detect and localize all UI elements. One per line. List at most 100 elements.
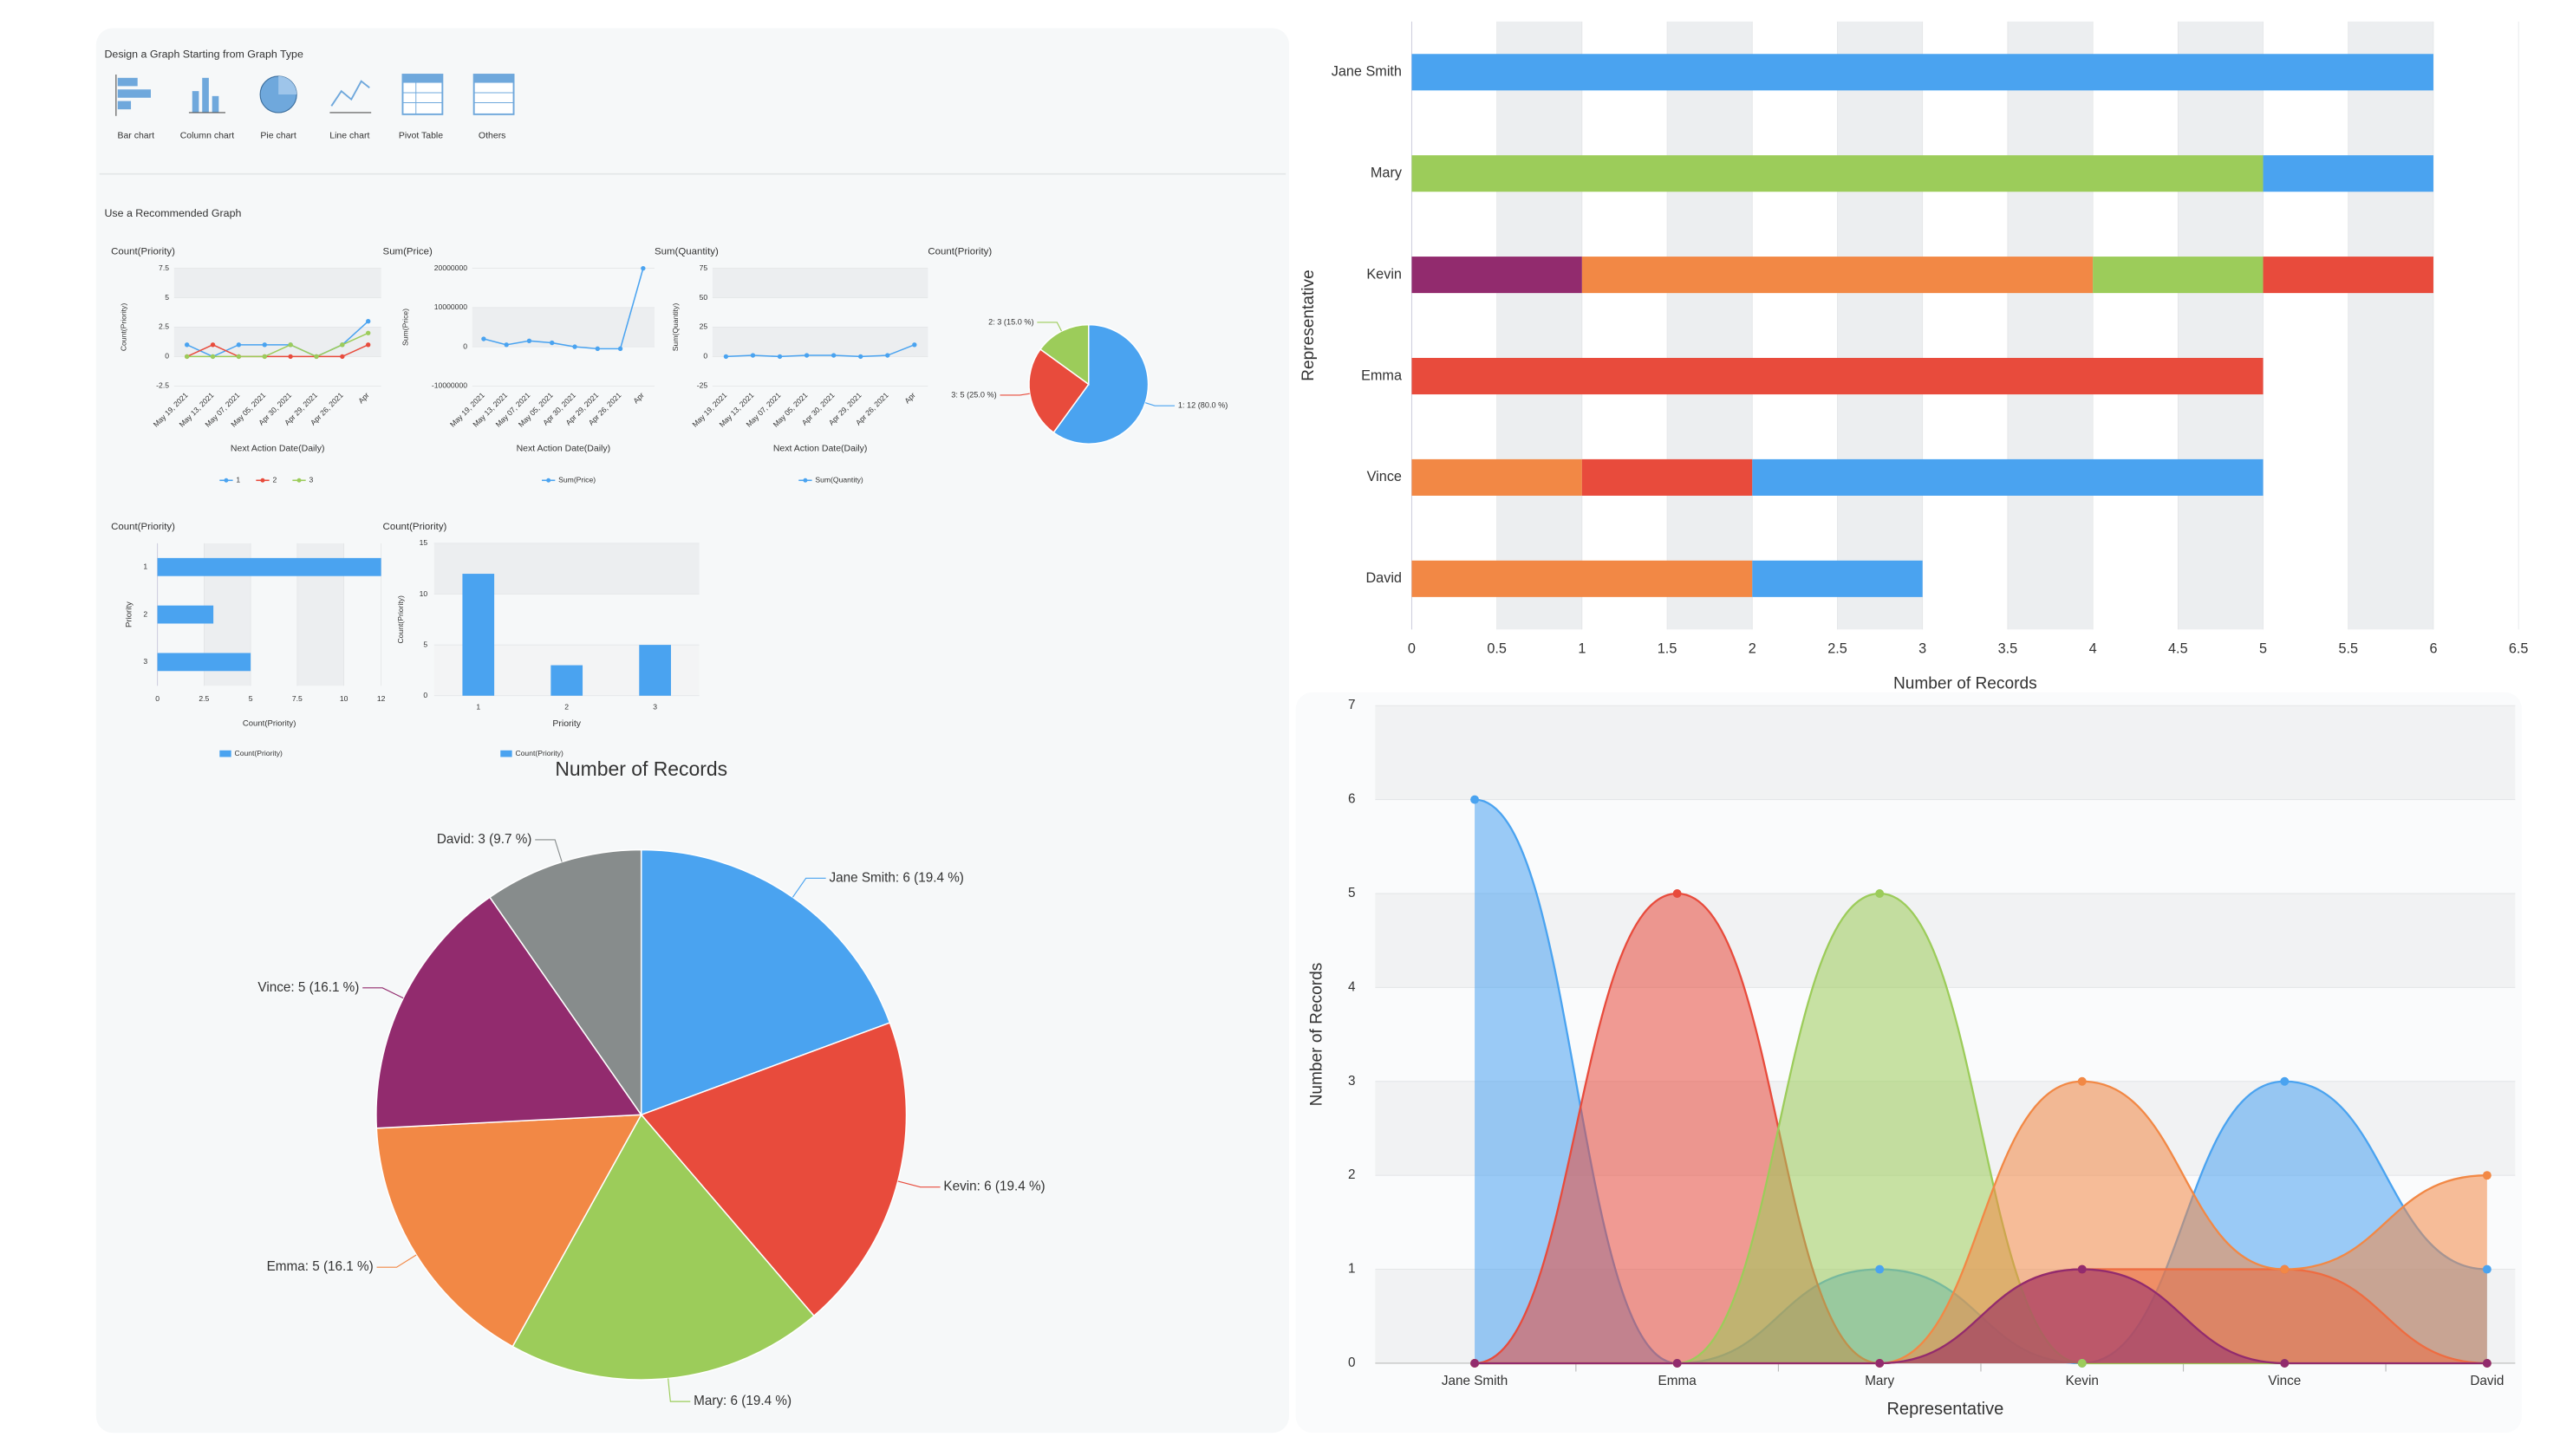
point	[2482, 1264, 2492, 1274]
line-icon[interactable]	[329, 80, 372, 114]
area-fill	[1475, 893, 2487, 1363]
type-label[interactable]: Bar chart	[117, 131, 154, 141]
y-axis-title: Representative	[1300, 270, 1318, 381]
bar	[1411, 54, 2433, 91]
x-tick-label: 0	[1408, 641, 1416, 657]
pie-slice	[511, 1113, 815, 1381]
section-title: Use a Recommended Graph	[104, 207, 241, 219]
connector	[1000, 393, 1030, 396]
x-axis-title: Priority	[552, 718, 581, 729]
connector	[362, 987, 404, 999]
point	[366, 319, 371, 324]
point	[2280, 1076, 2290, 1086]
point	[2482, 1359, 2492, 1368]
y-tick-label: 2	[143, 609, 147, 618]
bar	[2263, 155, 2433, 192]
plot-band	[1667, 21, 1753, 630]
y-tick-label: Kevin	[1366, 266, 1402, 282]
type-label[interactable]: Others	[479, 131, 506, 141]
y-tick-label: 1	[143, 562, 147, 571]
point	[340, 354, 345, 360]
bar	[1581, 458, 1753, 496]
y-tick-label: 5	[1348, 886, 1356, 900]
connector	[1037, 322, 1063, 332]
connector	[897, 1180, 941, 1188]
legend-dot	[296, 478, 302, 483]
bar	[1411, 257, 1582, 294]
y-tick-label: Vince	[1367, 469, 1402, 484]
chart-title: Sum(Price)	[383, 247, 433, 257]
legend-dot	[224, 478, 229, 483]
others-icon[interactable]	[472, 74, 515, 115]
y-tick-label: 0	[165, 352, 169, 361]
plot-band	[472, 307, 655, 348]
pie-slice	[488, 848, 642, 1117]
type-label[interactable]: Line chart	[329, 131, 369, 141]
x-tick-label: 2.5	[1827, 641, 1847, 657]
x-tick-label: 6.5	[2509, 641, 2529, 657]
column-icon[interactable]	[188, 77, 225, 114]
connector	[668, 1378, 691, 1402]
plot-band	[1375, 893, 2516, 988]
y-tick-label: 6	[1348, 792, 1356, 807]
point	[2077, 1359, 2087, 1368]
point	[210, 354, 216, 360]
point	[617, 346, 623, 352]
y-tick-label: -10000000	[432, 381, 467, 390]
bar	[1411, 155, 2264, 192]
pie-slice	[640, 848, 891, 1116]
x-tick-label: 0.5	[1487, 641, 1507, 657]
plot-band	[712, 268, 928, 298]
section-title: Design a Graph Starting from Graph Type	[104, 48, 303, 60]
bar	[157, 653, 251, 672]
point	[366, 342, 371, 348]
point	[1875, 889, 1885, 898]
y-tick-label: Emma	[1361, 367, 1403, 383]
point	[831, 353, 837, 358]
x-tick-label: 5	[249, 694, 253, 703]
point	[481, 336, 486, 341]
legend-swatch	[219, 750, 231, 757]
bar	[1411, 560, 1753, 597]
point	[314, 354, 319, 360]
plot-band	[173, 327, 381, 357]
pie-icon[interactable]	[259, 75, 297, 114]
bar	[157, 557, 381, 576]
connector	[535, 839, 563, 862]
y-tick-label: 15	[420, 538, 428, 547]
y-tick-label: 5	[423, 640, 427, 648]
legend-label: 1	[236, 476, 240, 484]
y-axis-title: Priority	[125, 601, 134, 627]
connector	[1145, 402, 1176, 406]
x-tick-label: 1	[476, 702, 480, 711]
slice-label: 1: 12 (80.0 %)	[1178, 401, 1228, 410]
plot-band	[2348, 21, 2433, 630]
point	[504, 342, 509, 348]
bar-icon[interactable]	[115, 75, 151, 116]
y-tick-label: 3	[143, 657, 147, 666]
type-label[interactable]: Column chart	[180, 131, 235, 141]
legend-label: Sum(Quantity)	[815, 476, 863, 484]
type-label[interactable]: Pie chart	[260, 131, 296, 141]
pivot-icon[interactable]	[401, 74, 444, 115]
pie-slice	[1052, 323, 1150, 445]
chart-title: Count(Priority)	[111, 522, 175, 532]
type-label[interactable]: Pivot Table	[399, 131, 443, 141]
area-fill	[1475, 1081, 2487, 1363]
y-tick-label: 0	[463, 341, 467, 350]
point	[1875, 1264, 1885, 1274]
y-tick-label: 10000000	[434, 302, 467, 311]
plot-band	[1375, 705, 2516, 800]
legend-swatch	[500, 750, 512, 757]
point	[550, 340, 555, 346]
y-tick-label: David	[1365, 570, 1402, 586]
y-tick-label: 25	[700, 322, 708, 331]
bar	[1752, 458, 2264, 496]
plot-band	[173, 268, 381, 298]
pie-slice	[375, 1114, 643, 1348]
x-tick-label: 5	[2259, 641, 2267, 657]
point	[366, 330, 371, 335]
y-tick-label: 3	[1348, 1074, 1356, 1089]
point	[288, 354, 293, 360]
